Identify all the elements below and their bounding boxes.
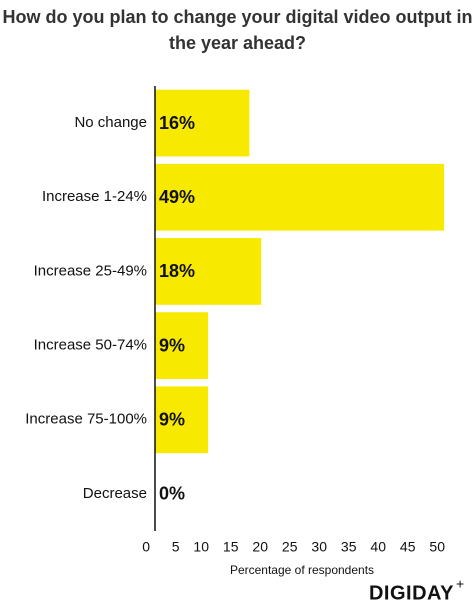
logo: DIGIDAY <box>369 582 454 604</box>
x-tick-label: 30 <box>311 539 327 555</box>
y-tick-label: Increase 25-49% <box>34 262 147 279</box>
x-axis-label: Percentage of respondents <box>230 563 374 577</box>
data-label: 16% <box>159 113 195 133</box>
chart-title: How do you plan to change your digital v… <box>2 7 473 53</box>
bar <box>155 163 445 231</box>
bar <box>155 312 209 379</box>
data-label: 9% <box>159 335 185 355</box>
y-tick-label: No change <box>74 114 147 131</box>
x-tick-label: 35 <box>341 539 357 555</box>
x-tick-label: 5 <box>172 539 180 555</box>
x-tick-label: 50 <box>429 539 445 555</box>
x-tick-label: 15 <box>223 539 239 555</box>
logo-mark: + <box>456 576 464 592</box>
y-tick-label: Increase 75-100% <box>25 411 147 428</box>
data-label: 18% <box>159 261 195 281</box>
bar <box>155 386 209 454</box>
x-tick-label: 0 <box>142 539 150 555</box>
y-tick-label: Increase 1-24% <box>42 188 147 205</box>
x-tick-label: 25 <box>282 539 298 555</box>
data-label: 49% <box>159 187 195 207</box>
y-tick-label: Decrease <box>83 485 147 502</box>
bar <box>155 89 250 157</box>
data-label: 0% <box>159 484 185 504</box>
data-label: 9% <box>159 410 185 430</box>
x-tick-label: 45 <box>400 539 416 555</box>
bar <box>155 238 262 305</box>
x-tick-label: 20 <box>252 539 268 555</box>
x-tick-label: 40 <box>370 539 386 555</box>
x-tick-label: 10 <box>193 539 209 555</box>
y-tick-label: Increase 50-74% <box>34 337 147 354</box>
